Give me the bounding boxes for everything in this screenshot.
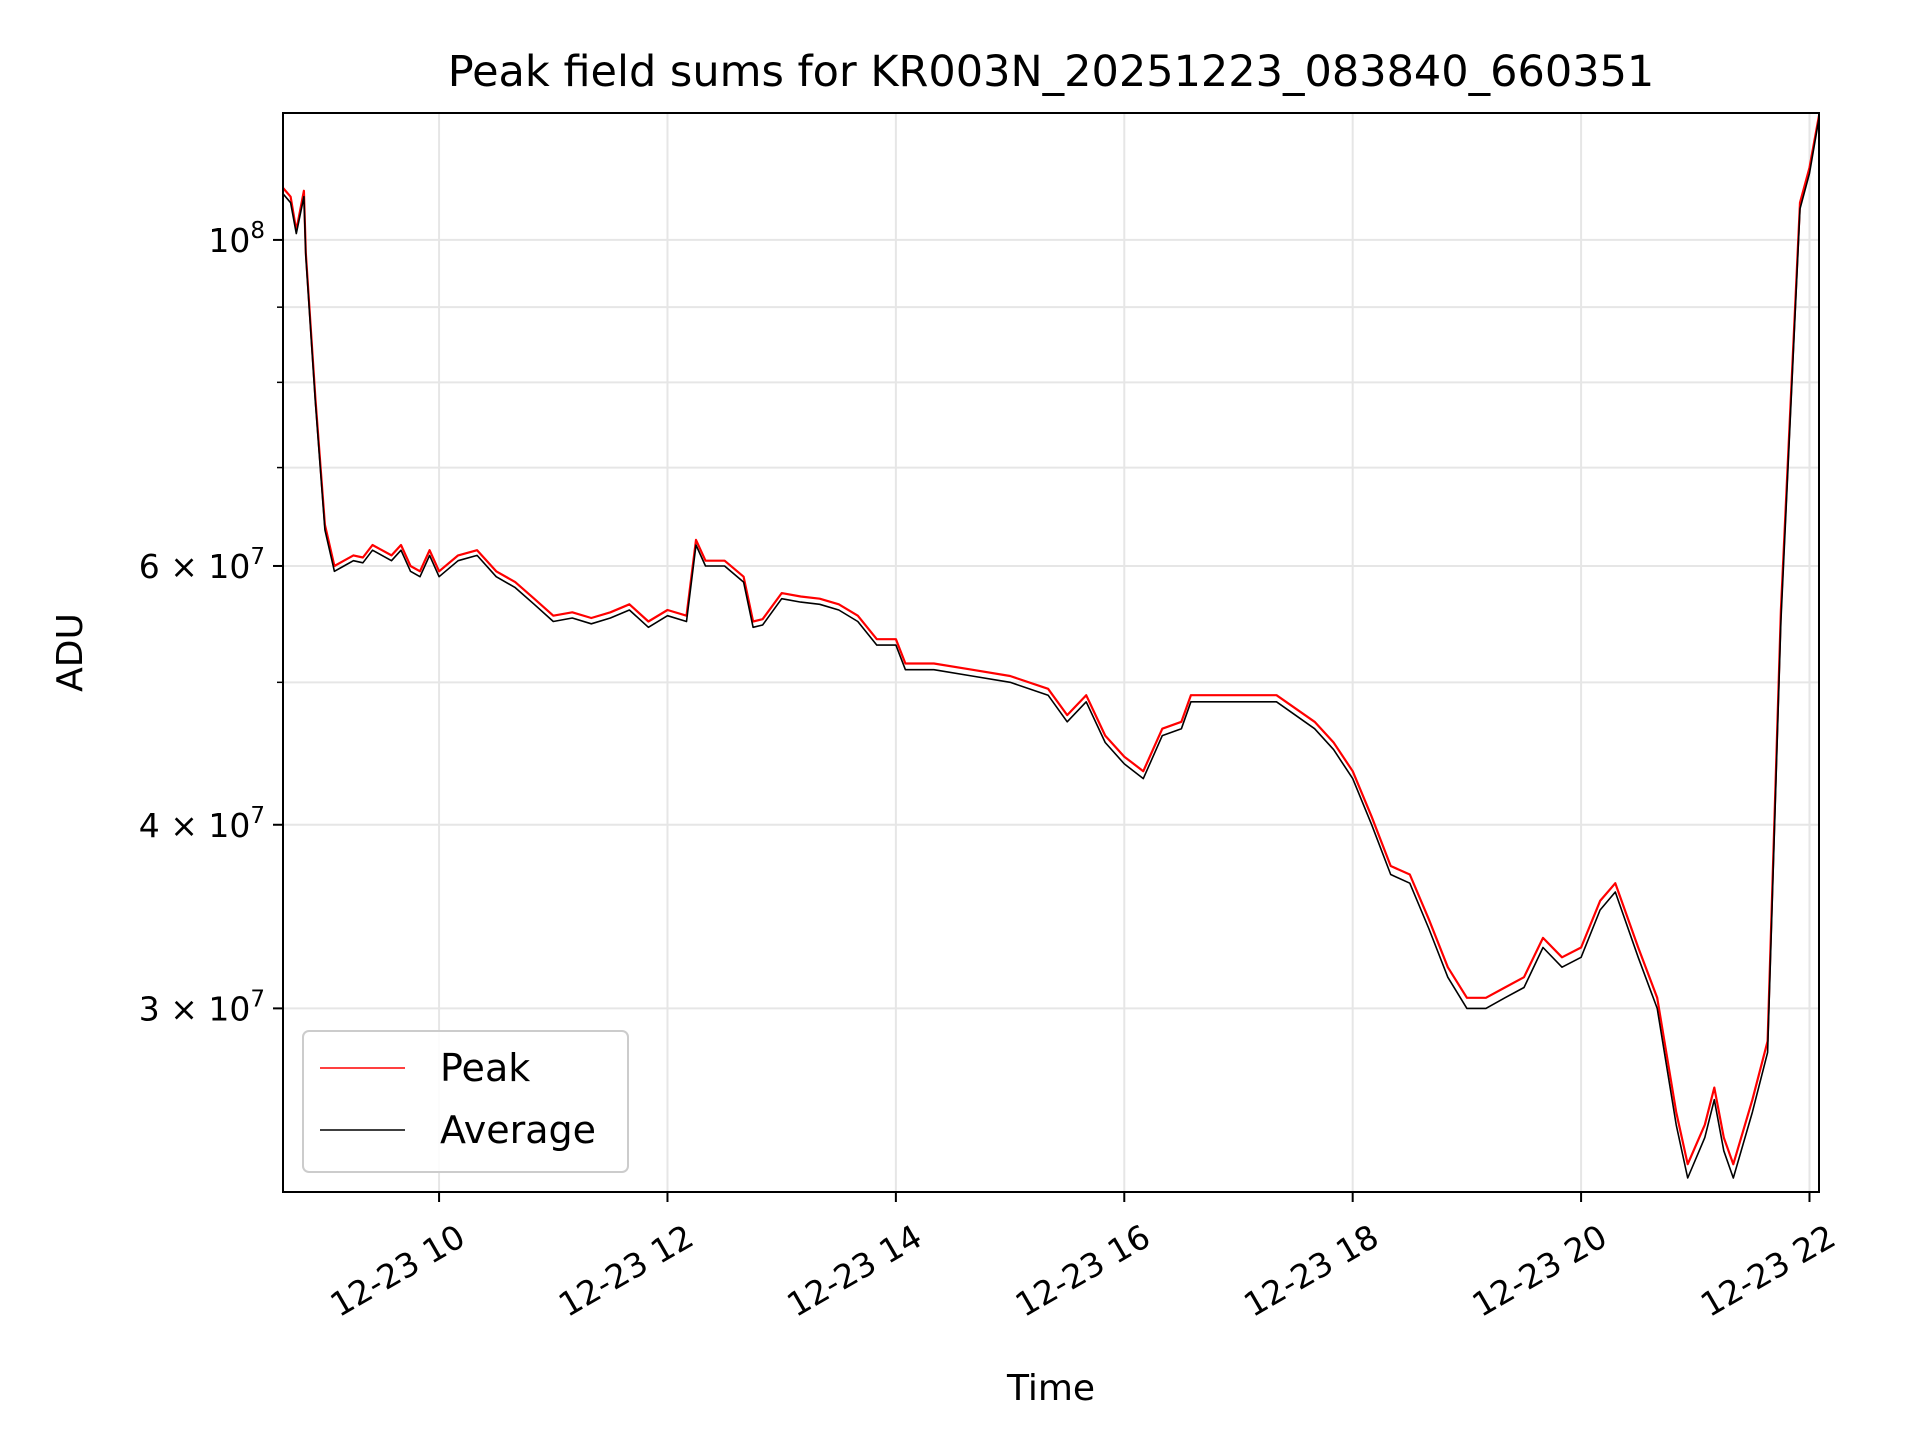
chart-title: Peak field sums for KR003N_20251223_0838… bbox=[448, 47, 1655, 97]
y-tick-exponent: 8 bbox=[250, 218, 265, 244]
y-axis-label: ADU bbox=[50, 613, 91, 692]
y-tick-base: 10 bbox=[208, 221, 250, 260]
y-tick-label: 3 × 107 bbox=[139, 986, 265, 1028]
y-tick-label: 108 bbox=[208, 218, 265, 260]
y-tick-exponent: 7 bbox=[250, 544, 265, 570]
y-tick-label: 6 × 107 bbox=[139, 544, 265, 586]
y-tick-exponent: 7 bbox=[250, 986, 265, 1012]
series-line-average bbox=[283, 118, 1819, 1179]
y-tick-base: 3 × 10 bbox=[139, 989, 251, 1028]
y-tick-label: 4 × 107 bbox=[139, 803, 265, 845]
legend-label-peak: Peak bbox=[440, 1046, 530, 1090]
plot-frame bbox=[282, 112, 1820, 1193]
legend-label-average: Average bbox=[440, 1108, 596, 1152]
legend-box bbox=[302, 1030, 629, 1173]
grid-lines bbox=[283, 113, 1819, 1192]
x-axis-label: Time bbox=[1006, 1368, 1095, 1409]
legend: Peak Average bbox=[302, 1030, 629, 1173]
y-tick-base: 4 × 10 bbox=[139, 806, 251, 845]
series-layer bbox=[283, 115, 1819, 1179]
y-tick-base: 6 × 10 bbox=[139, 547, 251, 586]
y-tick-exponent: 7 bbox=[250, 803, 265, 829]
series-line-peak bbox=[283, 115, 1819, 1166]
